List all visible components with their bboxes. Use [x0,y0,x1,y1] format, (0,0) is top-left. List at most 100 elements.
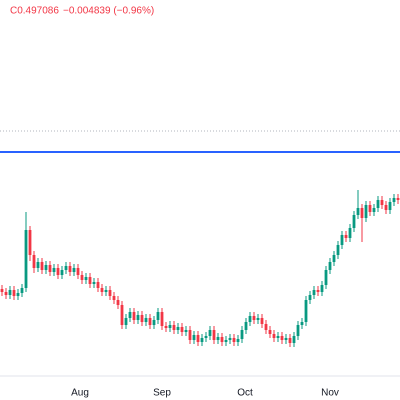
candle-body [12,290,16,296]
candle-body [52,268,56,272]
candle-body [368,205,372,212]
candle-body [212,330,216,340]
candle-body [72,268,76,272]
candle-body [188,330,192,340]
candle-body [124,318,128,325]
candle-body [60,270,64,275]
candle-body [120,305,124,325]
candle-body [100,288,104,292]
candle-body [148,318,152,325]
candle-body [376,200,380,208]
candle-body [132,312,136,320]
candle-body [24,230,28,288]
candle-body [344,235,348,238]
candle-body [360,208,364,218]
candle-body [144,318,148,322]
candle-body [76,268,80,275]
close-value: C0.497086 [10,6,59,17]
candle-body [136,315,140,320]
candle-body [244,322,248,330]
candle-body [104,290,108,292]
candle-body [224,340,228,342]
candle-body [340,235,344,245]
candle-body [248,316,252,322]
candle-body [332,255,336,262]
candle-body [128,312,132,318]
candle-body [40,262,44,270]
candle-body [308,295,312,300]
candle-body [56,268,60,275]
candle-body [260,318,264,324]
candle-body [232,338,236,342]
candle-body [180,327,184,332]
candle-body [304,300,308,322]
change-value: −0.004839 (−0.96%) [63,6,154,17]
candle-body [292,336,296,343]
candle-body [140,315,144,322]
candle-body [228,338,232,340]
candle-body [324,270,328,285]
candle-body [216,337,220,340]
candle-body [300,322,304,325]
candle-body [196,335,200,342]
candle-body [220,337,224,342]
candle-body [272,334,276,338]
candle-body [208,330,212,336]
candle-body [256,318,260,320]
candle-body [284,338,288,340]
candle-body [200,338,204,342]
candle-body [288,338,292,343]
candle-body [160,312,164,326]
candle-body [348,228,352,238]
candle-body [192,335,196,340]
candle-body [164,326,168,328]
candle-body [380,200,384,205]
candle-body [352,215,356,228]
candle-body [156,312,160,320]
candle-body [68,266,72,272]
candle-body [396,198,400,200]
candle-body [176,327,180,330]
candle-body [0,289,4,292]
candle-body [4,292,8,295]
candle-body [168,325,172,328]
candle-body [388,202,392,210]
candle-body [36,262,40,268]
candle-body [356,208,360,215]
candle-body [316,290,320,292]
candle-body [32,255,36,268]
candle-body [364,205,368,218]
candle-body [236,339,240,342]
candle-body [44,265,48,270]
candle-body [48,265,52,272]
candle-body [16,293,20,296]
candle-body [80,275,84,280]
candle-body [268,330,272,334]
candle-body [96,282,100,288]
candle-body [240,330,244,339]
candle-body [112,296,116,300]
candle-body [264,324,268,330]
candle-body [92,282,96,284]
candle-body [172,325,176,330]
candle-body [8,290,12,295]
x-tick-label: Aug [71,388,89,399]
candle-body [20,288,24,293]
candle-body [88,277,92,284]
candle-body [320,285,324,292]
candle-body [108,290,112,296]
candle-body [28,230,32,255]
candle-body [328,262,332,270]
candle-body [280,336,284,340]
candle-body [296,325,300,336]
candle-body [116,300,120,305]
candle-body [276,336,280,338]
x-tick-label: Sep [153,388,171,399]
candle-body [372,208,376,212]
candle-body [184,330,188,332]
candle-body [204,336,208,338]
candle-body [152,320,156,325]
candle-body [252,316,256,320]
